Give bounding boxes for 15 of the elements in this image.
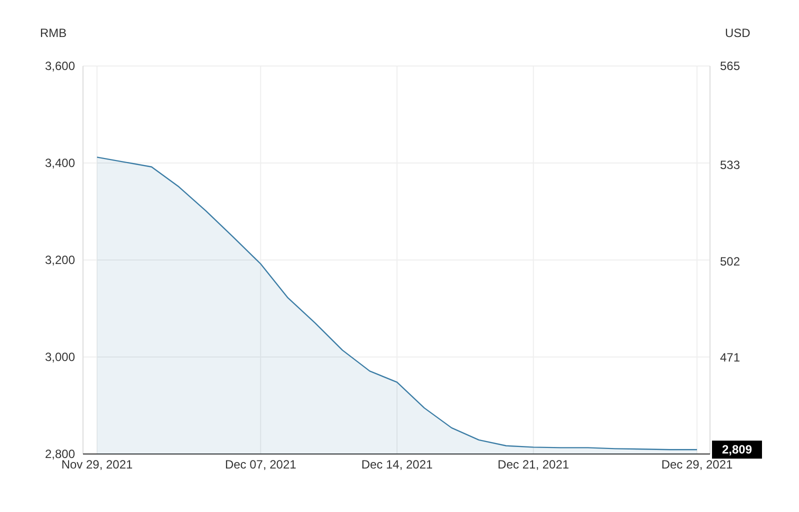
y2-tick-label: 565 [720,58,740,73]
x-tick-label: Dec 29, 2021 [661,458,734,472]
y-tick-label: 3,400 [44,156,76,170]
annotation: 2,809 [722,442,752,457]
y2-tick-label: 533 [720,158,740,172]
y-tick-label: 3,000 [44,350,76,364]
x-tick-label: Dec 21, 2021 [498,458,570,472]
y-tick-label: 3,600 [44,58,76,73]
y-tick-label: 3,200 [44,252,76,267]
y2-tick-label: 502 [720,254,740,268]
x-tick-label: Dec 14, 2021 [361,458,434,472]
y-axis-title: RMB [40,26,67,40]
y2-axis-title: USD [725,26,751,40]
x-tick-label: Dec 07, 2021 [224,458,297,472]
y2-tick-label: 471 [720,350,740,365]
